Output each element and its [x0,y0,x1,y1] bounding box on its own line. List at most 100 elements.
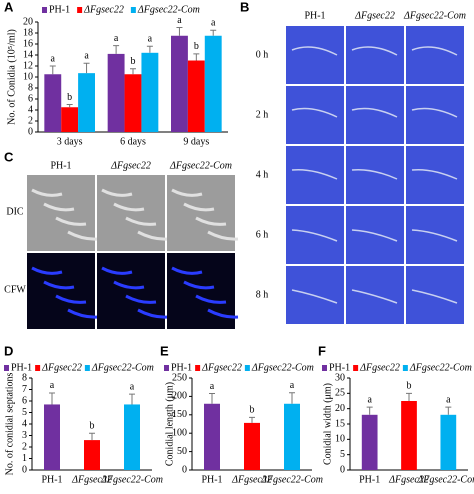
bar [44,404,60,470]
y-tick-label: 2 [22,441,27,452]
hypha [291,107,338,118]
error-bar [366,406,373,415]
x-tick-label: ΔFgsec22 [231,474,272,485]
significance-letter: a [51,53,56,64]
legend-label: ΔFgsec22 [201,362,242,373]
y-tick-label: 2 [28,115,33,126]
hypha [351,107,398,118]
error-bar [49,65,56,75]
significance-letter: a [84,51,89,62]
y-tick-label: 1 [22,453,27,464]
column-header: ΔFgsec22-Com [169,160,232,171]
y-tick-label: 6 [28,93,33,104]
y-tick-label: 5 [340,449,345,460]
row-label: CFW [4,284,26,295]
y-tick-label: 16 [23,38,33,49]
error-bar [129,393,135,405]
bar [361,414,378,470]
significance-letter: a [50,380,55,391]
y-tick-label: 0 [182,464,187,475]
conidium [183,202,215,212]
hypha [351,46,398,56]
y-tick-label: 0 [340,464,345,475]
y-tick-label: 14 [23,49,33,60]
y-tick-label: 4 [28,104,33,115]
y-tick-label: 150 [172,409,187,420]
conidium [125,216,157,226]
conidium [183,280,215,290]
micrograph [286,86,344,144]
conidium [171,266,203,275]
x-tick-label: ΔFgsec22-Com [416,474,474,485]
micrograph [286,26,344,84]
legend-swatch [42,7,47,13]
conidium [125,294,157,304]
conidium [67,230,99,241]
significance-letter: b [131,56,136,67]
x-tick-label: 3 days [57,136,83,147]
micrograph [406,26,464,84]
conidium [207,308,239,319]
conidium [195,294,227,304]
y-axis-label: Conidial width (μm) [322,383,333,465]
hypha [291,46,338,56]
y-tick-label: 7 [22,384,27,395]
error-bar [113,45,120,54]
significance-letter: b [194,41,199,52]
panel-label: A [4,0,14,14]
micrograph [346,206,404,264]
legend-label: PH-1 [329,362,350,373]
y-tick-label: 100 [172,427,187,438]
significance-letter: a [114,33,119,44]
hypha [411,46,458,56]
significance-letter: b [250,405,255,416]
x-tick-label: PH-1 [41,474,62,485]
error-bar [66,104,73,108]
x-tick-label: ΔFgsec22 [71,474,112,485]
bar [187,60,205,132]
y-axis-label: No. of Conidia (10⁵/ml) [6,29,17,125]
legend-label: ΔFgsec22-Com [409,362,472,373]
legend-label: ΔFgsec22-Com [251,362,314,373]
legend-swatch [130,7,136,13]
legend-swatch [84,365,90,371]
x-tick-label: PH-1 [201,474,222,485]
significance-letter: a [130,381,135,392]
bar [124,404,140,470]
conidium [55,216,87,226]
bar [61,107,79,132]
hypha [291,168,338,180]
error-bar [406,392,412,401]
conidium [195,216,227,226]
x-tick-label: ΔFgsec22-Com [100,474,163,485]
significance-letter: a [211,18,216,29]
panel-label: B [240,0,249,14]
row-label: 8 h [256,289,269,300]
hypha [411,229,458,242]
hypha [351,289,398,304]
y-tick-label: 25 [335,388,345,399]
conidium [31,188,63,197]
significance-letter: a [177,15,182,26]
error-bar [249,416,255,423]
hypha [411,168,458,180]
x-tick-label: ΔFgsec22-Com [260,474,323,485]
bar [78,73,95,132]
conidium [101,266,133,275]
conidium [137,230,169,241]
error-bar [176,27,183,36]
error-bar [445,406,452,415]
bar [244,422,260,470]
panel-label: F [318,343,326,358]
bar [284,403,300,470]
legend-swatch [402,365,408,371]
conidium [55,294,87,304]
x-tick-label: ΔFgsec22 [388,474,429,485]
bar [124,74,142,132]
micrograph [346,26,404,84]
error-bar [289,392,295,404]
y-tick-label: 20 [335,403,345,414]
significance-letter: a [367,394,372,405]
y-tick-label: 12 [23,60,33,71]
